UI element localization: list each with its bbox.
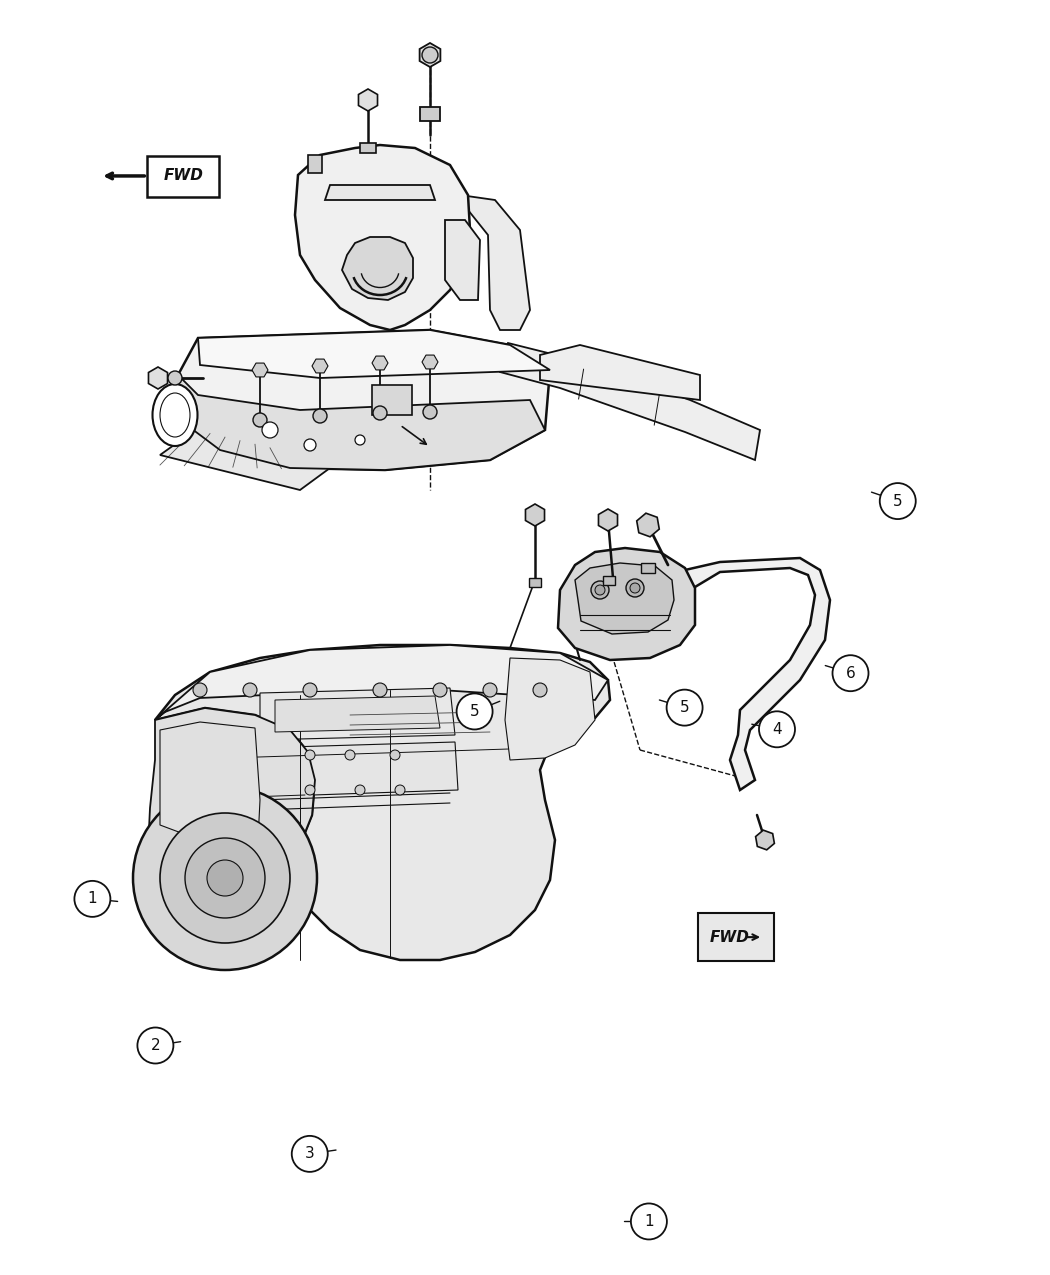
FancyBboxPatch shape [529,578,541,586]
Polygon shape [358,89,378,111]
Circle shape [423,405,437,419]
Polygon shape [685,558,830,790]
Text: 5: 5 [892,493,903,509]
Polygon shape [598,509,617,530]
FancyBboxPatch shape [420,107,440,121]
Circle shape [483,683,497,697]
Circle shape [591,581,609,599]
Circle shape [304,750,315,760]
Polygon shape [420,43,440,68]
Circle shape [133,785,317,970]
Polygon shape [422,354,438,368]
FancyBboxPatch shape [147,156,219,196]
Ellipse shape [160,393,190,437]
Circle shape [355,435,365,445]
Polygon shape [372,356,388,370]
Circle shape [630,583,640,593]
Circle shape [422,47,438,62]
Polygon shape [178,330,550,470]
Circle shape [395,785,405,796]
Circle shape [253,413,267,427]
Polygon shape [198,330,550,377]
FancyBboxPatch shape [698,913,774,961]
Polygon shape [255,742,458,797]
Circle shape [533,683,547,697]
Circle shape [667,690,702,725]
Circle shape [433,683,447,697]
Polygon shape [558,548,695,660]
Circle shape [373,683,387,697]
Circle shape [243,683,257,697]
Circle shape [626,579,644,597]
FancyBboxPatch shape [372,385,412,414]
Circle shape [880,483,916,519]
Circle shape [138,1028,173,1063]
Polygon shape [155,645,608,720]
Polygon shape [148,708,315,929]
Circle shape [759,711,795,747]
Circle shape [292,1136,328,1172]
Circle shape [631,1204,667,1239]
Circle shape [390,750,400,760]
Polygon shape [155,645,610,960]
Circle shape [345,750,355,760]
Circle shape [304,439,316,451]
FancyBboxPatch shape [640,564,655,572]
Polygon shape [326,185,435,200]
Circle shape [833,655,868,691]
Circle shape [373,405,387,419]
Ellipse shape [152,384,197,446]
Polygon shape [260,688,455,739]
Text: 5: 5 [469,704,480,719]
Polygon shape [505,658,595,760]
Circle shape [303,683,317,697]
Polygon shape [312,360,328,372]
Circle shape [207,861,243,896]
Circle shape [313,409,327,423]
Text: FWD: FWD [710,929,750,945]
Polygon shape [178,375,545,470]
Polygon shape [252,363,268,377]
Polygon shape [575,564,674,634]
Circle shape [185,838,265,918]
Circle shape [262,422,278,439]
Circle shape [457,694,492,729]
FancyBboxPatch shape [360,143,376,153]
Circle shape [75,881,110,917]
FancyBboxPatch shape [308,156,322,173]
Polygon shape [500,343,760,460]
Polygon shape [460,195,530,330]
Circle shape [168,371,182,385]
FancyBboxPatch shape [603,576,615,585]
Polygon shape [295,145,470,330]
Circle shape [193,683,207,697]
Polygon shape [756,830,775,850]
Polygon shape [160,722,260,840]
Circle shape [595,585,605,595]
Text: 6: 6 [845,666,856,681]
Polygon shape [540,346,700,400]
Text: 5: 5 [679,700,690,715]
Polygon shape [275,696,440,732]
Polygon shape [636,513,659,537]
Text: 3: 3 [304,1146,315,1162]
Circle shape [304,785,315,796]
Polygon shape [160,430,330,490]
Circle shape [355,785,365,796]
Polygon shape [148,367,168,389]
Text: FWD: FWD [164,168,204,184]
Polygon shape [525,504,545,527]
Text: 2: 2 [150,1038,161,1053]
Circle shape [160,813,290,944]
Text: 1: 1 [644,1214,654,1229]
Text: 1: 1 [87,891,98,907]
Polygon shape [445,221,480,300]
Text: 4: 4 [772,722,782,737]
Polygon shape [342,237,413,300]
